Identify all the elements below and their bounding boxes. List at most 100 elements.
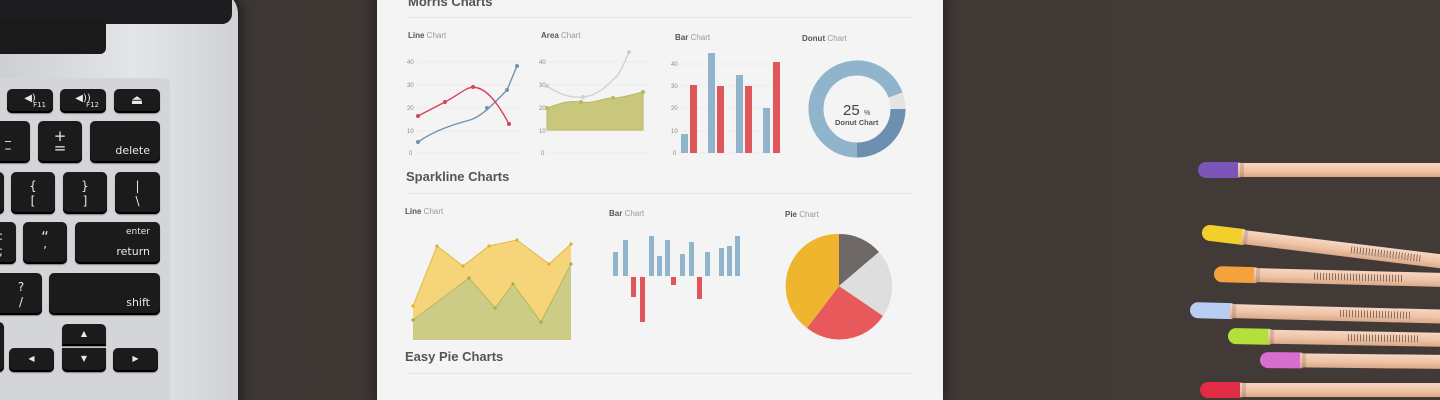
arrow-left-icon: ◀ — [28, 354, 35, 363]
divider — [407, 17, 912, 18]
sparkline-bar-title: Bar Chart — [609, 209, 645, 218]
pencil-cap — [1198, 162, 1242, 178]
key-backslash[interactable]: | \ — [115, 172, 160, 214]
y-tick: 10 — [407, 129, 414, 135]
volume-up-icon: ◀)) — [75, 93, 91, 104]
data-point — [569, 242, 573, 246]
bar — [717, 86, 724, 153]
bar — [708, 53, 715, 153]
pencil-cap — [1227, 328, 1273, 345]
bar — [680, 254, 685, 276]
data-point — [416, 114, 420, 118]
area-upper-line — [546, 51, 630, 98]
bar — [649, 236, 654, 276]
key-quote-bottom: ’ — [43, 244, 47, 258]
key-option[interactable] — [0, 322, 4, 372]
key-f11-label: F11 — [33, 101, 46, 109]
y-tick: 20 — [671, 106, 678, 112]
key-p[interactable] — [0, 172, 4, 214]
pie-slice-grey — [839, 252, 893, 316]
donut-ring-light — [808, 60, 903, 158]
key-return[interactable]: enter return — [75, 222, 160, 264]
data-point — [581, 95, 585, 99]
key-bracket-open[interactable]: { [ — [11, 172, 55, 214]
donut-value: 25 — [843, 102, 860, 119]
chart-printout: Morris Charts Line Chart 40 30 20 10 0 2… — [377, 0, 943, 400]
y-tick: 0 — [541, 151, 545, 157]
bar — [623, 240, 628, 276]
key-f11[interactable]: ◀) F11 — [7, 89, 53, 113]
section-title-morris: Morris Charts — [408, 0, 493, 9]
data-point — [539, 320, 543, 324]
data-point — [545, 106, 549, 110]
key-arrow-down[interactable]: ▼ — [62, 348, 106, 372]
key-shift[interactable]: shift — [49, 273, 160, 315]
key-f12[interactable]: ◀)) F12 — [60, 89, 106, 113]
data-point — [467, 276, 471, 280]
data-point — [627, 50, 631, 54]
sparkline-area-olive — [413, 264, 571, 340]
key-semicolon[interactable]: : ; — [0, 222, 16, 264]
data-point — [416, 140, 420, 144]
key-eject[interactable]: ⏏ — [114, 89, 160, 113]
y-tick: 20 — [539, 106, 546, 112]
pencil-cap — [1200, 382, 1244, 398]
key-slash-bottom: / — [18, 295, 24, 309]
key-slash[interactable]: ? / — [0, 273, 42, 315]
data-point — [515, 64, 519, 68]
y-tick: 40 — [407, 60, 414, 66]
y-tick: 30 — [539, 83, 546, 89]
morris-area-chart: 40 30 20 10 0 2011 2012 2013 2014 — [539, 50, 649, 157]
sparkline-pie-chart — [785, 233, 893, 340]
key-bracket-close[interactable]: } ] — [63, 172, 107, 214]
arrow-down-icon: ▼ — [80, 354, 88, 363]
key-delete[interactable]: delete — [90, 121, 160, 163]
key-quote-top: “ — [41, 228, 49, 246]
data-point — [515, 238, 519, 242]
data-point — [611, 96, 615, 100]
key-return-label: return — [116, 245, 150, 258]
data-point — [505, 88, 509, 92]
bar — [671, 277, 676, 285]
bar — [719, 248, 724, 276]
bar — [705, 252, 710, 276]
key-minus-bottom: – — [4, 141, 12, 157]
divider — [407, 373, 912, 374]
key-arrow-up[interactable]: ▲ — [62, 324, 106, 346]
key-arrow-right[interactable]: ▶ — [113, 348, 158, 372]
bar — [665, 240, 670, 276]
area-chart-title: Area Chart — [541, 31, 581, 40]
series-line-blue — [417, 65, 518, 143]
key-minus[interactable]: _ – — [0, 121, 30, 163]
bar-chart-title: Bar Chart — [675, 33, 711, 42]
data-point — [569, 262, 573, 266]
morris-line-chart: 40 30 20 10 0 2011 2012 2013 2014 — [407, 60, 521, 157]
data-point — [471, 85, 475, 89]
key-colon-top: : — [0, 230, 16, 242]
bar — [745, 86, 752, 153]
section-title-sparkline: Sparkline Charts — [406, 169, 510, 184]
donut-chart-title: Donut Chart — [802, 34, 847, 43]
key-plus[interactable]: + = — [38, 121, 82, 163]
pencil-cap — [1259, 352, 1305, 369]
key-brace-close-bottom: ] — [82, 194, 88, 208]
data-point — [461, 264, 465, 268]
y-tick: 30 — [407, 83, 414, 89]
data-point — [507, 122, 511, 126]
pie-slice-dark — [839, 233, 879, 286]
sparkline-area-chart — [411, 238, 573, 340]
y-tick: 40 — [671, 62, 678, 68]
bar — [736, 75, 743, 153]
key-arrow-left[interactable]: ◀ — [9, 348, 54, 372]
pencil-cap — [1189, 302, 1235, 320]
bar — [689, 242, 694, 276]
key-quote[interactable]: “ ’ — [23, 222, 67, 264]
area-fill — [546, 91, 644, 131]
divider — [407, 193, 912, 194]
y-tick: 30 — [671, 84, 678, 90]
sparkline-bar-chart — [613, 236, 740, 322]
morris-bar-chart: 40 30 20 10 0 2011 2012 2013 2014 — [671, 53, 783, 157]
key-backslash-bottom: \ — [135, 194, 140, 208]
y-tick: 10 — [539, 129, 546, 135]
